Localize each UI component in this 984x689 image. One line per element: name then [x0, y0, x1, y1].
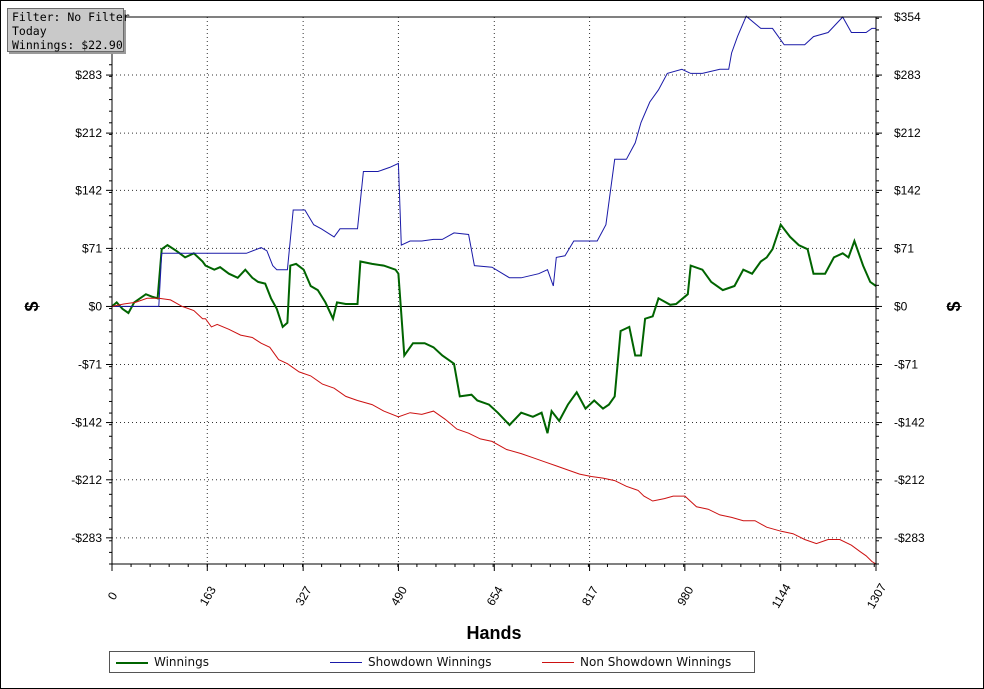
legend-swatch	[116, 662, 148, 664]
y-tick-label-left: $142	[75, 183, 102, 197]
y-tick-label-right: $71	[894, 241, 914, 255]
legend-label: Winnings	[154, 655, 209, 669]
y-tick-label-right: -$283	[894, 531, 925, 545]
y-tick-label-left: -$142	[71, 416, 102, 430]
y-tick-label-left: -$71	[78, 357, 102, 371]
series-line-non-showdown-winnings	[111, 297, 877, 565]
winnings-text: Winnings: $22.90	[12, 38, 123, 52]
x-tick-label: 980	[674, 584, 696, 609]
x-axis-label: Hands	[466, 623, 521, 643]
series-line-winnings	[111, 222, 877, 434]
legend: Winnings Showdown Winnings Non Showdown …	[109, 651, 755, 673]
series-lines	[111, 15, 877, 565]
x-tick-label: 163	[197, 584, 219, 609]
filter-info-box: Filter: No Filter Today Winnings: $22.90	[7, 8, 130, 52]
x-tick-label: 654	[484, 584, 506, 609]
filter-text: Filter: No Filter	[12, 10, 130, 24]
y-axis-label-left: $	[22, 301, 42, 311]
grid	[112, 17, 876, 564]
y-tick-label-left: $71	[82, 241, 102, 255]
y-tick-label-left: -$283	[71, 531, 102, 545]
y-tick-label-right: -$212	[894, 473, 925, 487]
y-tick-label-right: $0	[894, 299, 908, 313]
x-tick-label: 1307	[864, 581, 890, 611]
legend-label: Showdown Winnings	[368, 655, 492, 669]
legend-swatch	[330, 662, 362, 663]
x-tick-label: 0	[105, 589, 121, 602]
y-tick-label-left: $212	[75, 126, 102, 140]
series-line-showdown-winnings	[112, 15, 876, 307]
legend-label: Non Showdown Winnings	[580, 655, 732, 669]
y-tick-label-right: -$142	[894, 416, 925, 430]
y-tick-label-right: $283	[894, 68, 921, 82]
y-tick-label-right: $212	[894, 126, 921, 140]
y-tick-label-left: $0	[89, 299, 103, 313]
y-tick-label-right: -$71	[894, 357, 918, 371]
y-tick-label-left: $283	[75, 68, 102, 82]
x-tick-label: 327	[293, 584, 315, 609]
x-tick-label: 490	[388, 584, 410, 609]
y-tick-label-right: $142	[894, 183, 921, 197]
y-tick-label-left: -$212	[71, 473, 102, 487]
x-tick-label: 1144	[769, 581, 794, 611]
period-text: Today	[12, 24, 47, 38]
y-axis-label-right: $	[944, 301, 964, 311]
legend-swatch	[542, 662, 574, 663]
x-tick-label: 817	[579, 584, 601, 609]
axes: $354$354$283$283$212$212$142$142$71$71$0…	[71, 10, 925, 611]
y-tick-label-right: $354	[894, 10, 921, 24]
